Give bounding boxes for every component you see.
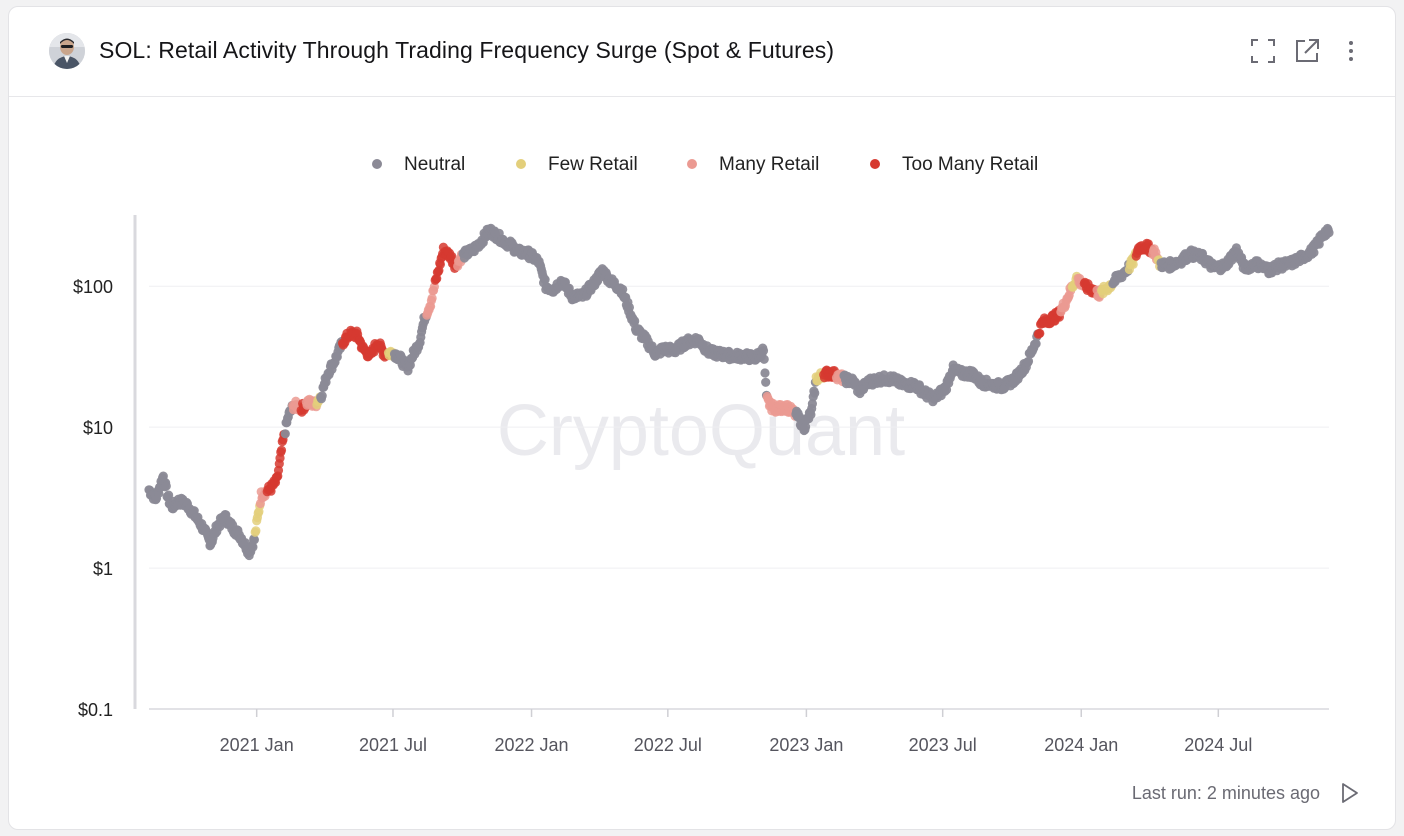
- data-point: [761, 377, 771, 387]
- legend-label: Too Many Retail: [902, 154, 1038, 175]
- chart-card: SOL: Retail Activity Through Trading Fre…: [8, 6, 1396, 830]
- data-point: [317, 391, 327, 401]
- data-point: [760, 368, 770, 378]
- data-point: [810, 388, 820, 398]
- data-point: [807, 399, 818, 409]
- card-header: SOL: Retail Activity Through Trading Fre…: [9, 7, 1395, 97]
- legend-marker: [372, 159, 382, 169]
- data-point: [1031, 339, 1041, 349]
- data-point: [593, 275, 603, 286]
- data-point: [624, 302, 635, 312]
- expand-icon[interactable]: [1249, 37, 1277, 65]
- legend-label: Neutral: [404, 154, 465, 175]
- data-point: [758, 346, 769, 356]
- x-tick-label: 2024 Jul: [1184, 735, 1252, 755]
- data-point: [273, 465, 284, 475]
- data-point: [251, 526, 261, 536]
- data-point: [540, 275, 550, 285]
- y-tick-label: $0.1: [78, 700, 113, 720]
- data-point: [276, 445, 287, 455]
- x-tick-label: 2023 Jul: [909, 735, 977, 755]
- chart-area: CryptoQuant $0.1 $1 $10 $100 2021 Jan 2021 Ju…: [9, 97, 1395, 829]
- y-tick-label: $100: [73, 277, 113, 297]
- legend-label: Many Retail: [719, 154, 819, 175]
- x-tick-label: 2022 Jan: [495, 735, 569, 755]
- data-point: [161, 481, 171, 491]
- x-tick-label: 2022 Jul: [634, 735, 702, 755]
- legend-marker: [516, 159, 526, 169]
- x-tick-label: 2024 Jan: [1044, 735, 1118, 755]
- data-point: [618, 284, 628, 294]
- chart-svg: CryptoQuant $0.1 $1 $10 $100 2021 Jan 2021 Ju…: [73, 154, 1334, 755]
- data-point: [248, 542, 258, 552]
- data-point: [1023, 356, 1034, 366]
- data-point: [1324, 228, 1334, 238]
- data-point: [280, 429, 290, 439]
- data-point: [1309, 248, 1319, 258]
- open-external-icon[interactable]: [1293, 37, 1321, 65]
- last-run-text: Last run: 2 minutes ago: [1131, 783, 1320, 803]
- legend-label: Few Retail: [548, 154, 638, 175]
- data-point: [164, 490, 174, 500]
- watermark: CryptoQuant: [497, 391, 905, 471]
- y-tick-label: $10: [83, 418, 113, 438]
- chart-title: SOL: Retail Activity Through Trading Fre…: [99, 37, 835, 63]
- data-point: [1035, 328, 1045, 338]
- data-point: [249, 535, 259, 545]
- avatar[interactable]: [49, 33, 85, 69]
- data-point: [427, 293, 437, 303]
- x-tick-label: 2021 Jul: [359, 735, 427, 755]
- x-tick-label: 2021 Jan: [220, 735, 294, 755]
- data-point: [630, 316, 640, 326]
- x-tick-label: 2023 Jan: [769, 735, 843, 755]
- legend-marker: [687, 159, 697, 169]
- legend-marker: [870, 159, 880, 169]
- data-point: [759, 354, 769, 364]
- y-tick-label: $1: [93, 559, 113, 579]
- play-icon[interactable]: [1337, 781, 1361, 805]
- more-vertical-icon[interactable]: [1337, 37, 1365, 65]
